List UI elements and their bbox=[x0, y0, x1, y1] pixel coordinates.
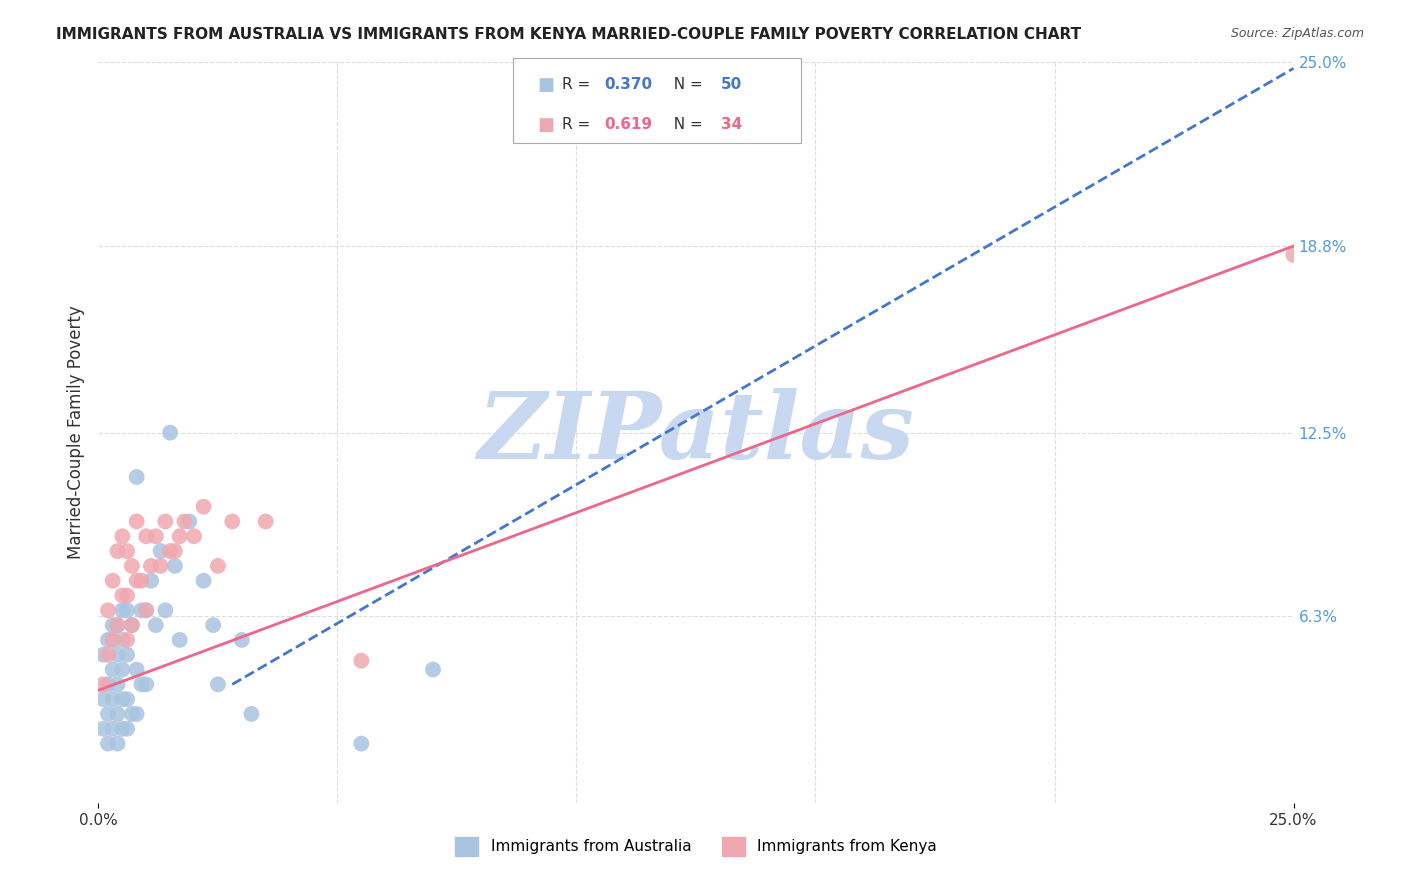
Point bbox=[125, 470, 148, 484]
Legend: Immigrants from Australia, Immigrants from Kenya: Immigrants from Australia, Immigrants fr… bbox=[450, 831, 942, 862]
Point bbox=[115, 589, 138, 603]
Text: IMMIGRANTS FROM AUSTRALIA VS IMMIGRANTS FROM KENYA MARRIED-COUPLE FAMILY POVERTY: IMMIGRANTS FROM AUSTRALIA VS IMMIGRANTS … bbox=[56, 27, 1081, 42]
Point bbox=[107, 618, 129, 632]
Text: 50: 50 bbox=[721, 78, 742, 92]
Point bbox=[159, 544, 181, 558]
Point bbox=[1282, 248, 1305, 262]
Point bbox=[97, 737, 120, 751]
Point bbox=[139, 558, 162, 573]
Point bbox=[111, 589, 134, 603]
Point bbox=[173, 515, 195, 529]
Point bbox=[115, 722, 138, 736]
Point bbox=[107, 737, 129, 751]
Point bbox=[254, 515, 277, 529]
Text: 0.370: 0.370 bbox=[605, 78, 652, 92]
Point bbox=[121, 618, 143, 632]
Point bbox=[145, 529, 167, 543]
Y-axis label: Married-Couple Family Poverty: Married-Couple Family Poverty bbox=[66, 306, 84, 559]
Point bbox=[155, 515, 177, 529]
Point bbox=[91, 648, 114, 662]
Point bbox=[97, 706, 120, 721]
Text: N =: N = bbox=[664, 78, 707, 92]
Point bbox=[111, 663, 134, 677]
Point bbox=[240, 706, 263, 721]
Point bbox=[101, 663, 124, 677]
Point bbox=[107, 677, 129, 691]
Point bbox=[101, 692, 124, 706]
Point bbox=[125, 515, 148, 529]
Point bbox=[107, 618, 129, 632]
Point bbox=[97, 677, 120, 691]
Text: ■: ■ bbox=[537, 116, 554, 134]
Point bbox=[101, 632, 124, 647]
Point bbox=[111, 603, 134, 617]
Point bbox=[163, 558, 186, 573]
Point bbox=[139, 574, 162, 588]
Point bbox=[131, 677, 153, 691]
Text: N =: N = bbox=[664, 118, 707, 132]
Point bbox=[135, 603, 157, 617]
Point bbox=[91, 722, 114, 736]
Point bbox=[107, 544, 129, 558]
Point bbox=[207, 558, 229, 573]
Point bbox=[125, 663, 148, 677]
Point bbox=[183, 529, 205, 543]
Text: R =: R = bbox=[562, 78, 596, 92]
Point bbox=[121, 558, 143, 573]
Point bbox=[193, 500, 215, 514]
Point bbox=[202, 618, 225, 632]
Point bbox=[91, 692, 114, 706]
Point bbox=[115, 603, 138, 617]
Point bbox=[131, 574, 153, 588]
Point bbox=[121, 706, 143, 721]
Point bbox=[91, 677, 114, 691]
Point bbox=[115, 544, 138, 558]
Point bbox=[101, 722, 124, 736]
Point bbox=[350, 654, 373, 668]
Point bbox=[101, 632, 124, 647]
Point bbox=[131, 603, 153, 617]
Text: R =: R = bbox=[562, 118, 596, 132]
Point bbox=[159, 425, 181, 440]
Point bbox=[221, 515, 243, 529]
Point bbox=[125, 706, 148, 721]
Point bbox=[422, 663, 444, 677]
Point bbox=[101, 574, 124, 588]
Point bbox=[135, 677, 157, 691]
Point bbox=[97, 632, 120, 647]
Point bbox=[111, 529, 134, 543]
Text: ■: ■ bbox=[537, 76, 554, 94]
Point bbox=[149, 544, 172, 558]
Point bbox=[169, 632, 191, 647]
Point bbox=[135, 529, 157, 543]
Point bbox=[107, 706, 129, 721]
Point bbox=[163, 544, 186, 558]
Point bbox=[149, 558, 172, 573]
Point bbox=[125, 574, 148, 588]
Point bbox=[111, 632, 134, 647]
Text: ZIPatlas: ZIPatlas bbox=[478, 388, 914, 477]
Text: Source: ZipAtlas.com: Source: ZipAtlas.com bbox=[1230, 27, 1364, 40]
Point bbox=[111, 722, 134, 736]
Point bbox=[97, 648, 120, 662]
Point bbox=[101, 618, 124, 632]
Text: 34: 34 bbox=[721, 118, 742, 132]
Point bbox=[107, 648, 129, 662]
Text: 0.619: 0.619 bbox=[605, 118, 652, 132]
Point bbox=[145, 618, 167, 632]
Point bbox=[135, 603, 157, 617]
Point bbox=[97, 603, 120, 617]
Point bbox=[231, 632, 253, 647]
Point bbox=[193, 574, 215, 588]
Point bbox=[207, 677, 229, 691]
Point bbox=[115, 692, 138, 706]
Point bbox=[115, 648, 138, 662]
Point bbox=[169, 529, 191, 543]
Point bbox=[115, 632, 138, 647]
Point bbox=[350, 737, 373, 751]
Point bbox=[179, 515, 201, 529]
Point bbox=[121, 618, 143, 632]
Point bbox=[155, 603, 177, 617]
Point bbox=[111, 692, 134, 706]
